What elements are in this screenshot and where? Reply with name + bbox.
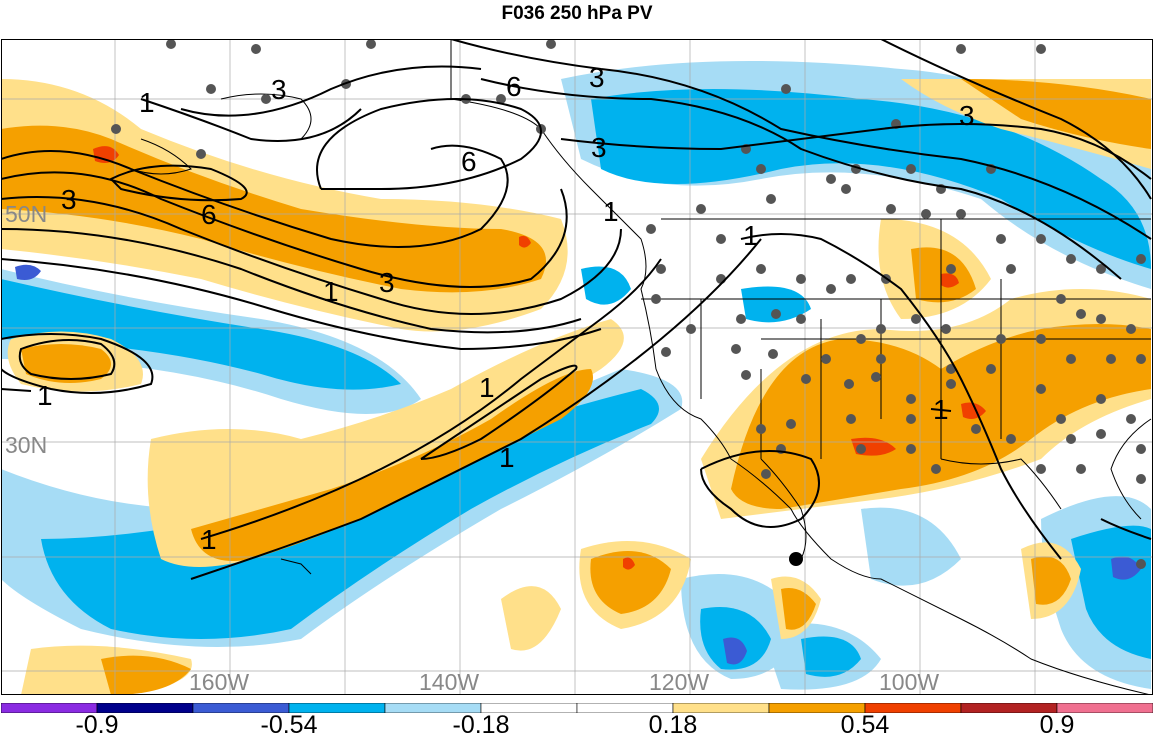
contour-label: 3	[959, 100, 975, 131]
lon-label-160w: 160W	[189, 669, 249, 695]
lon-label-100w: 100W	[879, 669, 939, 695]
axis-labels: 50N 30N 160W 140W 120W 100W	[5, 201, 939, 695]
contour-labels: 3 6 3 6 3 3 6 3 1 1 3 1 1 1 1 1 1 1	[37, 62, 975, 555]
colorbar	[1, 703, 1153, 713]
contour-label: 1	[201, 524, 217, 555]
shading-dark-blue	[15, 264, 1141, 665]
colorbar-label: -0.54	[260, 711, 318, 739]
colorbar-labels: -0.9 -0.54 -0.18 0.18 0.54 0.9	[0, 711, 1154, 739]
contour-label: 1	[37, 380, 53, 411]
contour-label: 6	[461, 146, 477, 177]
contour-label: 1	[933, 394, 949, 425]
contour-label: 1	[499, 442, 515, 473]
colorbar-segment	[1056, 703, 1153, 713]
contour-label: 3	[591, 132, 607, 163]
contour-label: 1	[743, 220, 759, 251]
map-title: F036 250 hPa PV	[501, 3, 653, 24]
lat-label-30n: 30N	[5, 432, 47, 458]
tropical-cyclone-marker	[789, 552, 803, 566]
colorbar-label: 0.9	[1039, 711, 1075, 739]
contour-label: 3	[271, 74, 287, 105]
colorbar-label: 0.18	[648, 711, 698, 739]
lon-label-140w: 140W	[419, 669, 479, 695]
pv-map: 3 6 3 6 3 3 6 3 1 1 3 1 1 1 1 1 1 1 50N …	[1, 39, 1153, 695]
lon-label-120w: 120W	[649, 669, 709, 695]
contour-label: 1	[479, 372, 495, 403]
contour-label: 1	[603, 196, 619, 227]
colorbar-label: -0.18	[452, 711, 510, 739]
colorbar-label: -0.9	[75, 711, 119, 739]
contour-label: 6	[506, 71, 522, 102]
contour-label: 6	[201, 199, 217, 230]
contour-label: 3	[379, 267, 395, 298]
map-canvas: 3 6 3 6 3 3 6 3 1 1 3 1 1 1 1 1 1 1 50N …	[1, 39, 1153, 695]
contour-label: 3	[589, 62, 605, 93]
contour-label: 1	[323, 276, 339, 307]
contour-label: 1	[139, 87, 155, 118]
map-frame	[1, 39, 1153, 695]
lat-label-50n: 50N	[5, 201, 47, 227]
contour-label: 3	[61, 184, 77, 215]
pv-contours	[1, 39, 1152, 580]
graticule	[1, 39, 1153, 695]
colorbar-label: 0.54	[840, 711, 890, 739]
